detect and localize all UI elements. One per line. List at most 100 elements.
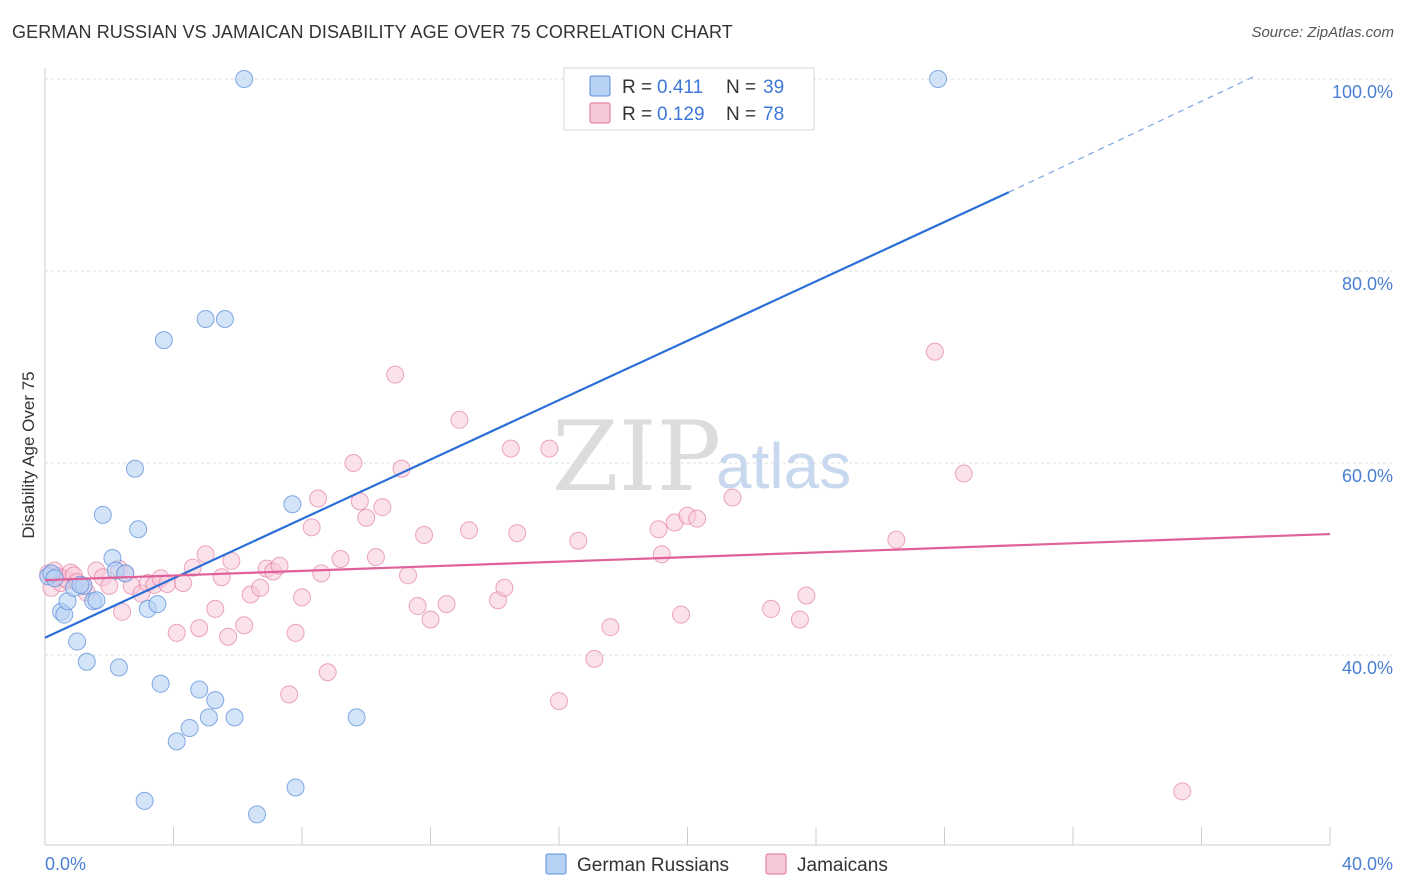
german-russians-point: [286, 778, 305, 797]
jamaicans-point: [649, 520, 668, 539]
german-russians-point: [109, 658, 128, 677]
jamaicans-point: [212, 568, 231, 587]
y-tick-label: 40.0%: [1342, 658, 1393, 678]
jamaicans-point: [167, 623, 186, 642]
german-russians-point: [135, 791, 154, 810]
y-tick-label: 60.0%: [1342, 466, 1393, 486]
legend-r-label-2: R =: [622, 104, 652, 125]
legend-swatch-jamaicans: [589, 102, 611, 124]
jamaicans-point: [270, 556, 289, 575]
legend-r-value-2: 0.129: [657, 104, 705, 125]
watermark-atlas: atlas: [716, 430, 851, 502]
german-russians-point: [215, 310, 234, 328]
jamaicans-point: [206, 599, 225, 618]
jamaicans-point: [312, 564, 331, 583]
x-tick-label: 0.0%: [45, 854, 86, 874]
german-russians-point: [225, 708, 244, 727]
jamaicans-point: [373, 498, 392, 517]
watermark-zip: ZIP: [552, 401, 721, 513]
jamaicans-point: [688, 509, 707, 528]
jamaicans-point: [100, 576, 119, 595]
german-russians-point: [167, 732, 186, 751]
german-russians-point: [148, 595, 167, 614]
jamaicans-point: [421, 610, 440, 629]
jamaicans-point: [450, 410, 469, 429]
jamaicans-point: [501, 439, 520, 458]
jamaicans-point: [887, 530, 906, 549]
german-russians-point: [235, 70, 254, 88]
german-russians-trend-extension: [1008, 76, 1254, 193]
german-russians-point: [248, 805, 267, 824]
german-russians-point: [116, 564, 135, 583]
jamaicans-point: [508, 524, 527, 543]
jamaicans-point: [357, 508, 376, 527]
jamaicans-point: [723, 488, 742, 507]
axes: [44, 68, 1331, 846]
jamaicans-point: [954, 464, 973, 483]
jamaicans-trend-line: [44, 532, 1331, 582]
jamaicans-point: [790, 610, 809, 629]
y-tick-label: 100.0%: [1332, 82, 1393, 102]
jamaicans-point: [293, 588, 311, 607]
jamaicans-point: [190, 619, 209, 638]
legend-bottom: German Russians Jamaicans: [545, 853, 888, 876]
legend-top: R = 0.411 N = 39 R = 0.129 N = 78: [563, 67, 815, 131]
legend-bottom-swatch-german-russians: [545, 853, 567, 875]
jamaicans-point: [235, 616, 254, 635]
x-tick-labels: 0.0% 40.0%: [45, 854, 1393, 874]
german-russians-point: [347, 708, 366, 727]
german-russians-point: [190, 680, 209, 699]
jamaicans-point: [280, 685, 299, 704]
grid: [45, 78, 1395, 656]
jamaicans-point: [495, 578, 514, 597]
german-russians-point: [206, 691, 225, 710]
jamaicans-point: [569, 531, 588, 550]
jamaicans-point: [797, 586, 816, 605]
jamaicans-point: [540, 439, 559, 458]
german-russians-point: [151, 674, 170, 693]
jamaicans-point: [366, 548, 385, 567]
chart-title: GERMAN RUSSIAN VS JAMAICAN DISABILITY AG…: [12, 22, 733, 42]
jamaicans-point: [408, 597, 427, 616]
german-russians-point: [77, 652, 96, 671]
jamaicans-point: [437, 595, 456, 614]
legend-bottom-jamaicans: Jamaicans: [797, 855, 888, 876]
german-russians-point: [45, 569, 64, 588]
jamaicans-point: [219, 627, 238, 646]
legend-bottom-swatch-jamaicans: [765, 853, 787, 875]
jamaicans-point: [585, 649, 604, 668]
source-label: Source: ZipAtlas.com: [1251, 24, 1394, 41]
legend-n-label-1: N =: [726, 77, 756, 98]
jamaicans-point: [399, 566, 418, 585]
jamaicans-point: [386, 365, 405, 384]
legend-r-label-1: R =: [622, 77, 652, 98]
jamaicans-point: [762, 599, 781, 618]
jamaicans-point: [286, 623, 305, 642]
jamaicans-point: [309, 489, 328, 508]
trend-lines: [44, 76, 1331, 639]
german-russians-trend-line: [44, 191, 1010, 639]
german-russians-point: [154, 331, 173, 350]
jamaicans-point: [652, 545, 671, 564]
german-russians-point: [125, 459, 144, 478]
jamaicans-point: [601, 618, 620, 637]
legend-n-value-2: 78: [763, 104, 784, 125]
jamaicans-point: [331, 550, 350, 568]
y-axis-label: Disability Age Over 75: [19, 371, 38, 538]
german-russians-point: [87, 591, 106, 610]
legend-n-value-1: 39: [763, 77, 784, 98]
german-russians-point: [71, 575, 90, 594]
jamaicans-point: [1173, 782, 1192, 801]
legend-r-value-1: 0.411: [657, 77, 703, 98]
legend-bottom-german-russians: German Russians: [577, 855, 729, 876]
german-russians-points: [39, 70, 948, 824]
jamaicans-point: [415, 526, 434, 544]
jamaicans-point: [550, 692, 568, 711]
german-russians-point: [199, 708, 218, 727]
german-russians-point: [180, 718, 199, 737]
german-russians-point: [68, 632, 87, 651]
jamaicans-point: [113, 602, 132, 621]
watermark: ZIP atlas: [552, 401, 851, 513]
german-russians-point: [93, 505, 112, 524]
